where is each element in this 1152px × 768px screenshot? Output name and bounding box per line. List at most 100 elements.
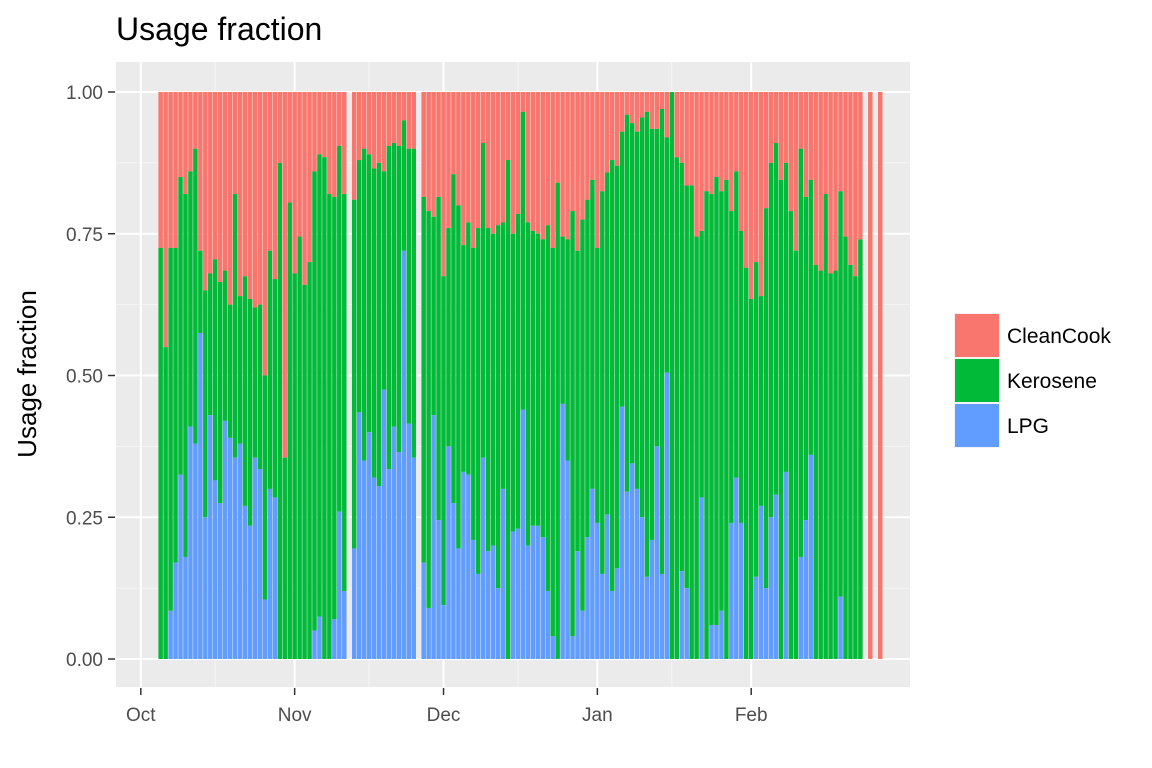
bar-kerosene (317, 154, 321, 616)
bar-lpg (317, 616, 321, 659)
bar-lpg (809, 455, 813, 659)
bar-lpg (243, 506, 247, 659)
bar-lpg (739, 523, 743, 659)
bar-kerosene (774, 143, 778, 495)
bar-lpg (198, 333, 202, 659)
bar-kerosene (342, 194, 346, 591)
legend: CleanCook Kerosene LPG (954, 313, 1111, 448)
bar-cleancook (635, 92, 639, 132)
bar-lpg (461, 472, 465, 659)
bar-kerosene (253, 307, 257, 457)
bar-cleancook (620, 92, 624, 132)
bar-cleancook (253, 92, 257, 307)
bar-kerosene (794, 251, 798, 659)
y-axis: 0.00 0.25 0.50 0.75 1.00 (66, 83, 115, 671)
bar-lpg (610, 591, 614, 659)
bar-lpg (546, 591, 550, 659)
bar-kerosene (282, 458, 286, 659)
bar-lpg (595, 523, 599, 659)
bar-lpg (441, 605, 445, 659)
bar-kerosene (471, 248, 475, 540)
bar-kerosene (724, 180, 728, 659)
bar-kerosene (297, 237, 301, 659)
bar-kerosene (481, 143, 485, 458)
bar-kerosene (327, 194, 331, 659)
bar-lpg (580, 611, 584, 659)
bar-kerosene (278, 163, 282, 659)
bar-cleancook (709, 92, 713, 194)
bar-kerosene (218, 282, 222, 503)
bar-lpg (600, 574, 604, 659)
chart-title: Usage fraction (116, 11, 322, 47)
bar-lpg (456, 548, 460, 659)
bar-lpg (590, 489, 594, 659)
bar-kerosene (779, 180, 783, 659)
bar-lpg (570, 636, 574, 659)
bar-cleancook (878, 92, 882, 659)
bar-lpg (655, 446, 659, 659)
bar-kerosene (163, 347, 167, 659)
bar-kerosene (228, 305, 232, 438)
bar-cleancook (570, 92, 574, 211)
bar-cleancook (694, 92, 698, 237)
bar-kerosene (615, 166, 619, 569)
bar-cleancook (471, 92, 475, 248)
bar-lpg (193, 444, 197, 659)
bar-cleancook (754, 92, 758, 262)
bar-lpg (759, 506, 763, 659)
bar-kerosene (739, 231, 743, 523)
bar-lpg (332, 619, 336, 659)
bar-cleancook (183, 92, 187, 194)
bar-kerosene (238, 296, 242, 443)
bar-kerosene (367, 154, 371, 432)
bar-lpg (372, 478, 376, 659)
bar-kerosene (243, 276, 247, 506)
bar-lpg (203, 517, 207, 659)
bar-kerosene (431, 217, 435, 415)
bar-cleancook (764, 92, 768, 208)
bar-kerosene (570, 211, 574, 636)
bar-lpg (238, 444, 242, 659)
bar-cleancook (451, 92, 455, 174)
bar-lpg (263, 599, 267, 659)
bar-lpg (208, 415, 212, 659)
bar-kerosene (853, 276, 857, 659)
bar-kerosene (511, 234, 515, 532)
bar-cleancook (555, 92, 559, 183)
bar-lpg (625, 492, 629, 659)
bar-lpg (466, 475, 470, 659)
bar-lpg (684, 588, 688, 659)
bar-cleancook (804, 92, 808, 197)
bar-cleancook (441, 92, 445, 276)
bar-lpg (764, 588, 768, 659)
bar-lpg (679, 571, 683, 659)
bar-kerosene (258, 305, 262, 469)
bar-cleancook (704, 92, 708, 191)
bar-lpg (709, 625, 713, 659)
y-axis-title: Usage fraction (12, 290, 42, 458)
bar-lpg (769, 517, 773, 659)
bar-cleancook (198, 92, 202, 251)
bar-lpg (645, 577, 649, 659)
bar-lpg (754, 577, 758, 659)
bar-kerosene (749, 299, 753, 659)
bar-kerosene (546, 225, 550, 591)
bar-cleancook (208, 92, 212, 273)
bar-cleancook (823, 92, 827, 194)
bar-cleancook (238, 92, 242, 296)
bar-kerosene (734, 171, 738, 477)
bar-kerosene (223, 271, 227, 421)
bar-kerosene (580, 220, 584, 611)
bar-cleancook (575, 92, 579, 251)
bar-lpg (223, 421, 227, 659)
bar-kerosene (466, 222, 470, 474)
bar-lpg (248, 526, 252, 659)
bar-lpg (387, 469, 391, 659)
bar-cleancook (258, 92, 262, 305)
bar-kerosene (620, 132, 624, 407)
bar-kerosene (709, 194, 713, 625)
bar-cleancook (263, 92, 267, 376)
bar-lpg (426, 608, 430, 659)
bar-kerosene (307, 262, 311, 659)
bar-kerosene (784, 163, 788, 472)
